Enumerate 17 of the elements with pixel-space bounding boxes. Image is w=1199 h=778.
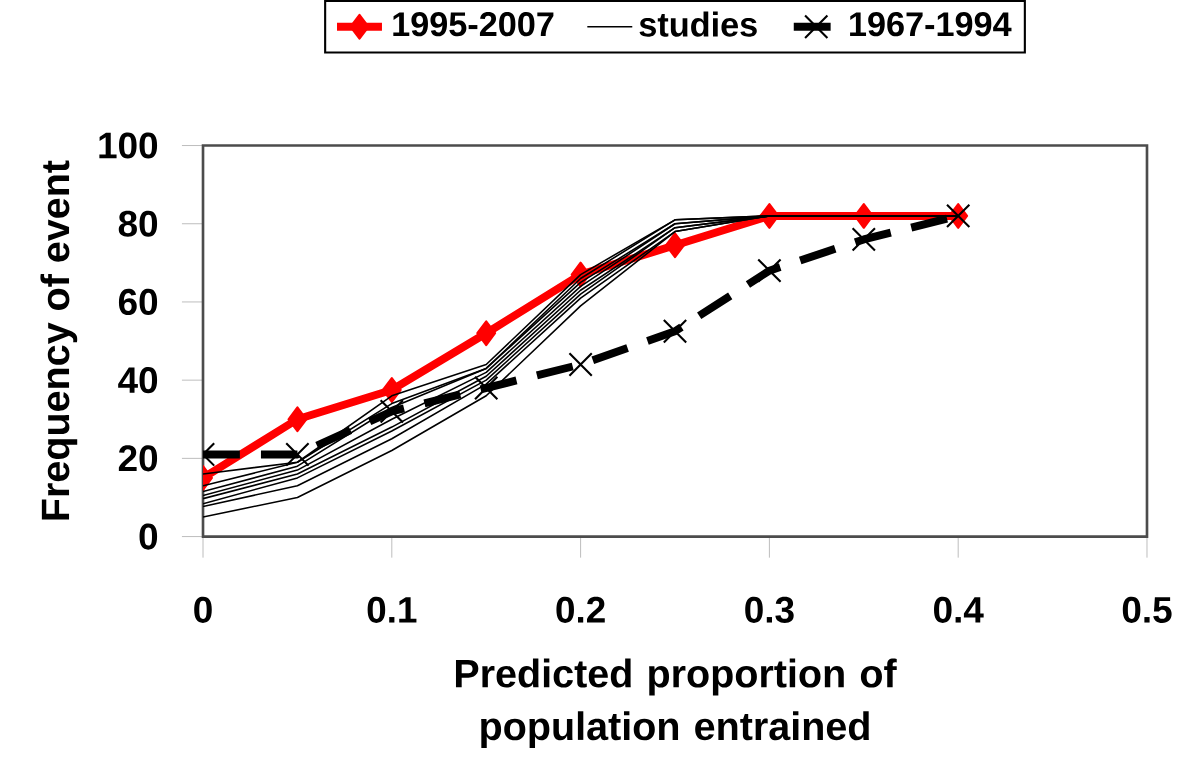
legend-label: studies <box>639 11 757 37</box>
x-tick-label: 0 <box>194 596 212 624</box>
y-tick-label: 40 <box>118 367 158 394</box>
y-axis-title: Frequency of event <box>40 160 78 520</box>
x-axis-title: Predicted proportion of population entrained <box>455 658 897 749</box>
y-tick-label: 0 <box>139 523 158 550</box>
x-tick-label: 0.2 <box>556 596 605 624</box>
y-tick-label: 60 <box>118 289 158 316</box>
x-tick-label: 0.5 <box>1122 596 1172 624</box>
x-tick-label: 0.4 <box>934 596 984 624</box>
legend-label: 1967-1994 <box>850 12 1012 37</box>
y-tick-label: 80 <box>118 210 158 238</box>
x-tick-label: 0.1 <box>367 596 417 624</box>
y-tick-label: 100 <box>99 132 158 159</box>
x-tick-label: 0.3 <box>745 596 794 624</box>
y-tick-label: 20 <box>118 445 158 472</box>
legend-label: 1995-2007 <box>393 12 554 37</box>
